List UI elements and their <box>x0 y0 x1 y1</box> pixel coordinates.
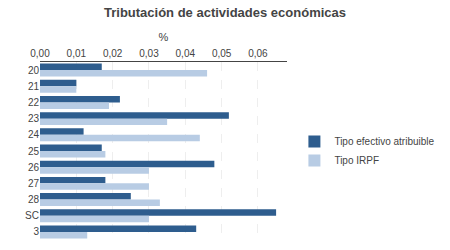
svg-text:3: 3 <box>33 226 39 237</box>
svg-text:28: 28 <box>28 194 40 205</box>
svg-text:0,03: 0,03 <box>139 48 159 59</box>
svg-text:27: 27 <box>28 178 40 189</box>
svg-text:26: 26 <box>28 162 40 173</box>
svg-text:21: 21 <box>28 81 40 92</box>
svg-text:0,04: 0,04 <box>176 48 196 59</box>
svg-text:0,02: 0,02 <box>103 48 123 59</box>
svg-text:24: 24 <box>28 129 40 140</box>
svg-text:25: 25 <box>28 146 40 157</box>
svg-text:Tipo IRPF: Tipo IRPF <box>334 155 379 166</box>
svg-text:0,01: 0,01 <box>67 48 87 59</box>
svg-text:0,05: 0,05 <box>212 48 232 59</box>
svg-text:0,06: 0,06 <box>248 48 268 59</box>
svg-text:Tipo efectivo atribuible: Tipo efectivo atribuible <box>334 136 434 147</box>
svg-text:%: % <box>159 31 169 43</box>
svg-text:Tributación de actividades eco: Tributación de actividades económicas <box>104 5 346 20</box>
svg-text:20: 20 <box>28 65 40 76</box>
svg-text:0,00: 0,00 <box>30 48 50 59</box>
svg-text:23: 23 <box>28 113 40 124</box>
svg-text:SC: SC <box>25 210 39 221</box>
svg-text:22: 22 <box>28 97 40 108</box>
